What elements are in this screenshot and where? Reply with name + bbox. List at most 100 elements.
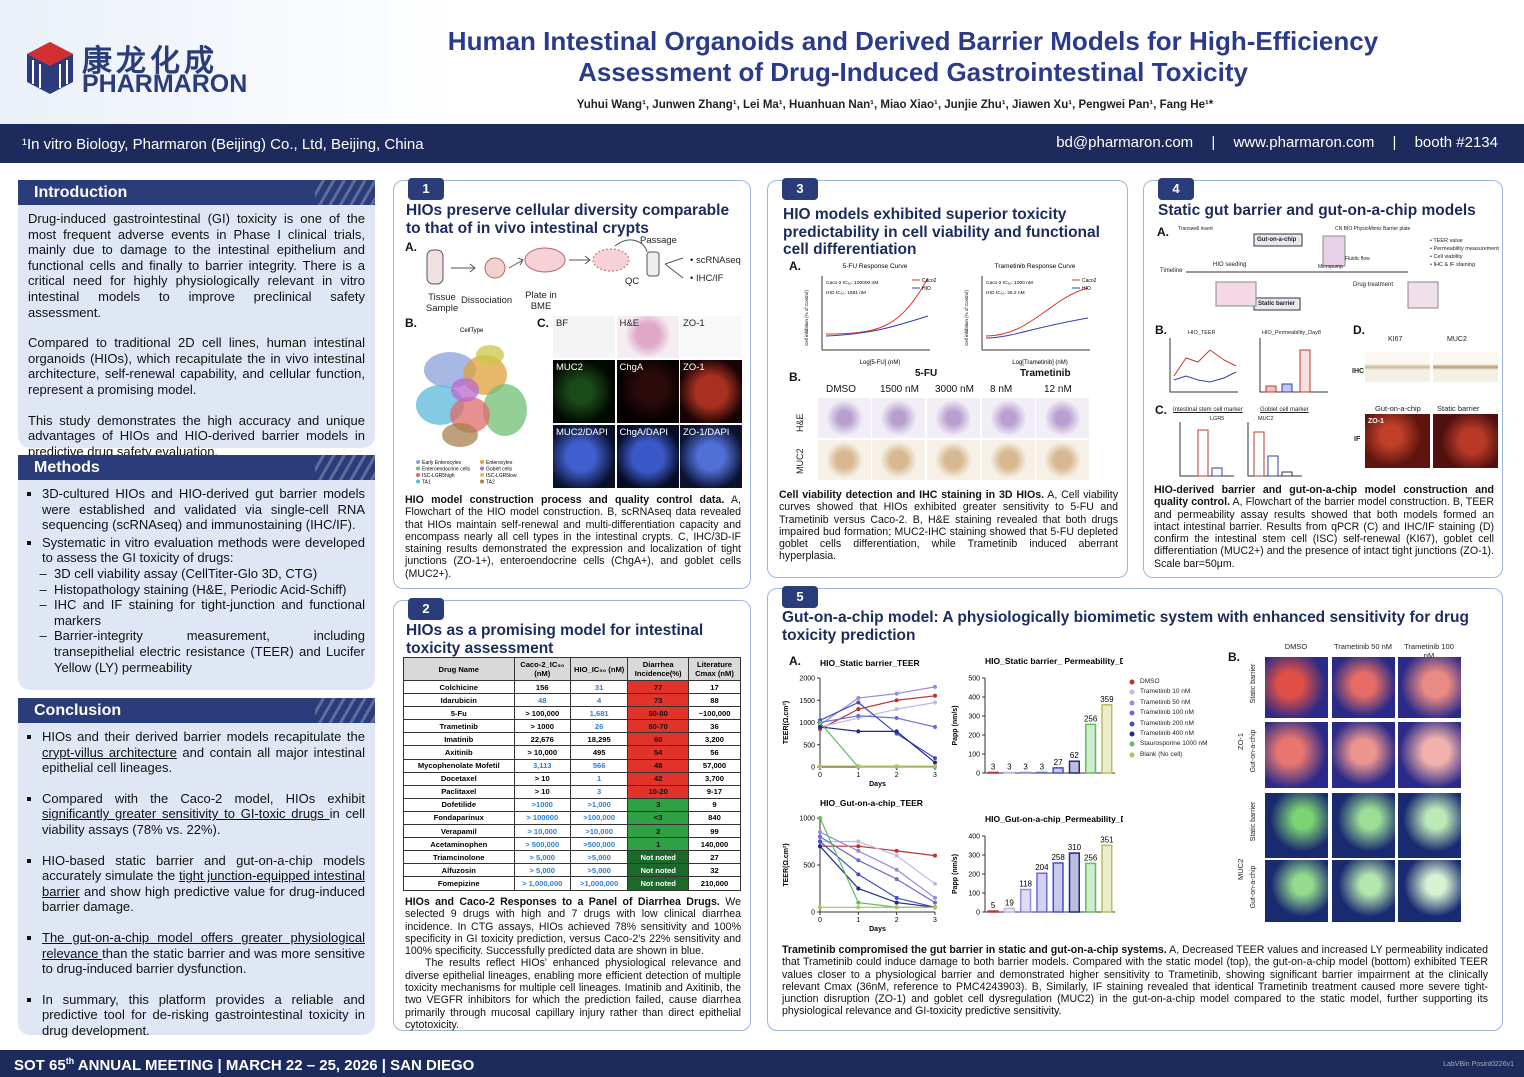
label: HIO_Permeability_Day8 [1262, 330, 1321, 336]
label: Static barrier [1258, 301, 1296, 307]
bullet: In summary, this platform provides a rel… [42, 992, 365, 1039]
header-cell: Literature Cmax (nM) [688, 657, 741, 681]
curve-note: Caco-2 IC₅₀: 1000 nM [986, 280, 1033, 286]
value-label: 27 [1054, 758, 1063, 767]
curve-note: HIO IC₅₀: 1681 nM [826, 290, 866, 296]
micrograph [982, 398, 1035, 438]
bar [1197, 429, 1209, 477]
drug-table: Drug Name Caco-2_IC₅₀ (nM) HIO_IC₅₀ (nM) Di… [403, 657, 741, 891]
x-axis-label: Days [869, 926, 886, 933]
legend-swatch [1129, 741, 1135, 747]
table-cell: 4 [569, 693, 629, 708]
axis [1259, 338, 1328, 393]
y-tick-label: 500 [968, 676, 980, 683]
data-point [933, 905, 937, 910]
table-row: Docetaxel > 10 1 42 3,700 [403, 771, 741, 786]
label: A. [789, 259, 801, 273]
panel-number: 2 [408, 598, 444, 620]
legend-label: DMSO [1140, 678, 1160, 685]
bullet: Compared with the Caco-2 model, HIOs exh… [42, 791, 365, 838]
chart-title: HIO_Gut-on-a-chip_TEER [820, 798, 923, 808]
table-cell: 48 [513, 693, 571, 708]
email: bd@pharmaron.com [1056, 134, 1194, 151]
panel-number: 4 [1158, 178, 1194, 200]
micrograph [872, 398, 925, 438]
table-cell: Idarubicin [403, 693, 515, 708]
caption: HIOs and Caco-2 Responses to a Panel of … [405, 896, 741, 1031]
table-row: Fondaparinux > 100000 >100,000 <3 840 [403, 810, 741, 826]
data-point [818, 764, 822, 769]
data-point [856, 729, 861, 734]
caption-lead: HIO model construction process and quali… [405, 494, 725, 506]
stain-label: MUC2 [556, 362, 583, 373]
legend-swatch [480, 460, 484, 464]
y-tick-label: 500 [803, 742, 815, 749]
y-axis-label: TEER(Ω.cm²) [783, 843, 790, 886]
footer-text: SOT 65 [14, 1057, 66, 1074]
arrow [614, 239, 648, 253]
label: A. [405, 240, 417, 254]
x-tick-label: 3 [933, 772, 937, 779]
panel-title: Gut-on-a-chip model: A physiologically b… [782, 609, 1469, 644]
series-line [819, 845, 936, 908]
panel-title: HIOs preserve cellular diversity compara… [406, 202, 730, 237]
table-cell: 3 [627, 797, 690, 812]
row-label: Gut-on-a-chip [1250, 865, 1257, 909]
footer-code: LabVBin Posint0226v1 [1443, 1061, 1514, 1068]
cluster [442, 423, 478, 447]
marker-label: ZO-1 [1236, 732, 1245, 750]
legend-label: Caco2 [1082, 278, 1097, 284]
value-label: 204 [1035, 863, 1049, 872]
table-cell: 5-Fu [403, 706, 515, 721]
y-tick-label: 100 [968, 752, 980, 759]
data-point [818, 720, 822, 725]
separator: | [1211, 134, 1216, 151]
authors: Yuhui Wang¹, Junwen Zhang¹, Lei Ma¹, Hua… [576, 99, 1214, 111]
legend-swatch [416, 460, 420, 464]
data-point [818, 905, 822, 910]
section-body: 3D-cultured HIOs and HIO-derived gut bar… [18, 480, 375, 690]
column-label: Trametinib 100 nM [1404, 642, 1454, 660]
caption-body: A, Flowchart of the barrier model constr… [1154, 496, 1494, 570]
section-heading: Methods [18, 455, 375, 480]
label: 3000 nM [935, 384, 974, 395]
data-point [856, 844, 861, 849]
axis [1169, 338, 1238, 393]
table-cell: 50-80 [627, 706, 690, 721]
legend-dot [1129, 700, 1135, 706]
bar [1085, 862, 1097, 913]
table-cell: 73 [627, 693, 690, 708]
micrograph [1332, 722, 1395, 788]
dome [592, 248, 630, 272]
label: IF [1354, 436, 1361, 443]
table-cell: 3,700 [688, 771, 741, 786]
qc-charts [1169, 338, 1328, 393]
legend-label: Enterocytes [486, 460, 513, 466]
panel-number: 3 [782, 178, 818, 200]
label: D. [1353, 323, 1365, 337]
plate [1322, 235, 1346, 267]
data-point [818, 844, 822, 849]
logo-cn: 康龙化成 [82, 45, 218, 78]
value-label: 256 [1084, 714, 1098, 723]
bar [987, 771, 999, 774]
row-label: Static barrier [1250, 801, 1257, 842]
bullet: The gut-on-a-chip model offers greater p… [42, 930, 365, 977]
stain-label: ChgA/DAPI [619, 427, 669, 438]
legend-dot [1129, 721, 1135, 727]
curve [825, 315, 929, 337]
table-cell: >1,000 [569, 797, 629, 812]
panel-title: Static gut barrier and gut-on-a-chip mod… [1158, 202, 1476, 219]
legend-label: Caco2 [922, 278, 937, 284]
table-cell: 88 [688, 693, 741, 708]
legend-label: TA1 [422, 480, 431, 486]
label: • Cell viability [1430, 254, 1463, 260]
curve-title: Trametinib Response Curve [995, 263, 1076, 270]
bullet-text: and show high predictive value for drug-… [42, 883, 365, 915]
table-cell: 3,200 [688, 732, 741, 747]
bar [1101, 704, 1113, 774]
bullet: 3D-cultured HIOs and HIO-derived gut bar… [42, 486, 365, 533]
table-cell: 9 [688, 797, 741, 812]
data-point [894, 691, 899, 696]
dome [524, 247, 566, 273]
